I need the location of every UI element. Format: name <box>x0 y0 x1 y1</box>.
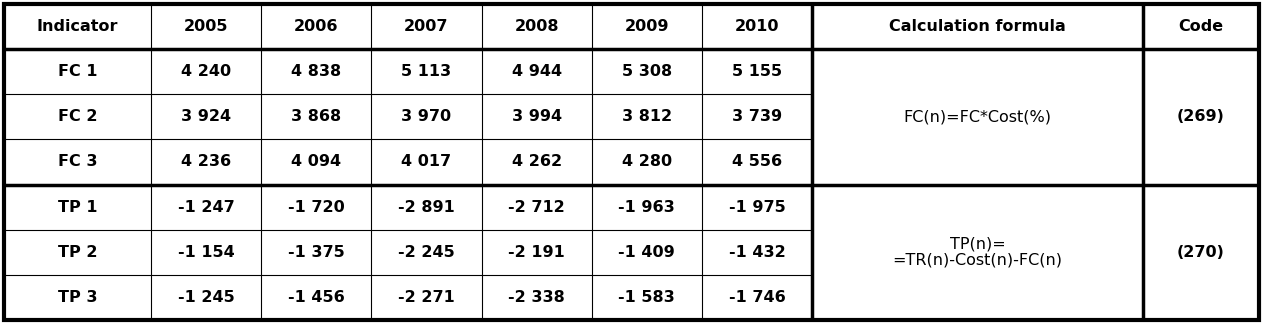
Text: TP 2: TP 2 <box>58 245 97 260</box>
Text: 4 944: 4 944 <box>512 64 562 79</box>
Text: TP 3: TP 3 <box>58 290 97 305</box>
Text: -1 720: -1 720 <box>288 200 345 214</box>
Text: -1 245: -1 245 <box>178 290 235 305</box>
Text: 2008: 2008 <box>514 19 558 34</box>
Text: 5 113: 5 113 <box>402 64 451 79</box>
Text: -2 712: -2 712 <box>508 200 565 214</box>
Text: -1 583: -1 583 <box>619 290 676 305</box>
Text: 3 739: 3 739 <box>733 110 782 124</box>
Text: -1 432: -1 432 <box>729 245 786 260</box>
Text: -2 271: -2 271 <box>398 290 455 305</box>
Text: Indicator: Indicator <box>37 19 119 34</box>
Text: 2009: 2009 <box>625 19 669 34</box>
Text: 4 280: 4 280 <box>621 155 672 169</box>
Text: TP 1: TP 1 <box>58 200 97 214</box>
Text: Calculation formula: Calculation formula <box>889 19 1066 34</box>
Text: 3 994: 3 994 <box>512 110 562 124</box>
Text: -1 375: -1 375 <box>288 245 345 260</box>
Text: 5 155: 5 155 <box>733 64 782 79</box>
Text: (269): (269) <box>1177 110 1225 124</box>
Text: -2 191: -2 191 <box>508 245 565 260</box>
Text: 4 017: 4 017 <box>402 155 451 169</box>
Text: 4 262: 4 262 <box>512 155 562 169</box>
Text: -2 338: -2 338 <box>508 290 565 305</box>
Text: 3 970: 3 970 <box>402 110 451 124</box>
Text: -2 891: -2 891 <box>398 200 455 214</box>
Text: FC 3: FC 3 <box>58 155 97 169</box>
Text: -1 247: -1 247 <box>178 200 235 214</box>
Text: 4 236: 4 236 <box>181 155 231 169</box>
Text: 4 240: 4 240 <box>181 64 231 79</box>
Text: -1 746: -1 746 <box>729 290 786 305</box>
Text: FC(n)=FC*Cost(%): FC(n)=FC*Cost(%) <box>903 110 1051 124</box>
Text: Code: Code <box>1178 19 1224 34</box>
Text: 4 094: 4 094 <box>292 155 341 169</box>
Text: 5 308: 5 308 <box>621 64 672 79</box>
Text: 2005: 2005 <box>184 19 229 34</box>
Text: FC 1: FC 1 <box>58 64 97 79</box>
Text: =TR(n)-Cost(n)-FC(n): =TR(n)-Cost(n)-FC(n) <box>893 253 1062 268</box>
Text: -1 456: -1 456 <box>288 290 345 305</box>
Text: 4 556: 4 556 <box>733 155 782 169</box>
Text: -1 963: -1 963 <box>619 200 676 214</box>
Text: 2010: 2010 <box>735 19 779 34</box>
Text: 4 838: 4 838 <box>292 64 341 79</box>
Text: 3 812: 3 812 <box>621 110 672 124</box>
Text: -1 154: -1 154 <box>178 245 235 260</box>
Text: TP(n)=: TP(n)= <box>950 237 1005 252</box>
Text: FC 2: FC 2 <box>58 110 97 124</box>
Text: 3 924: 3 924 <box>181 110 231 124</box>
Text: 2007: 2007 <box>404 19 448 34</box>
Text: -1 409: -1 409 <box>619 245 676 260</box>
Text: -1 975: -1 975 <box>729 200 786 214</box>
Text: 2006: 2006 <box>294 19 338 34</box>
Text: 3 868: 3 868 <box>292 110 341 124</box>
Text: -2 245: -2 245 <box>398 245 455 260</box>
Text: (270): (270) <box>1177 245 1225 260</box>
